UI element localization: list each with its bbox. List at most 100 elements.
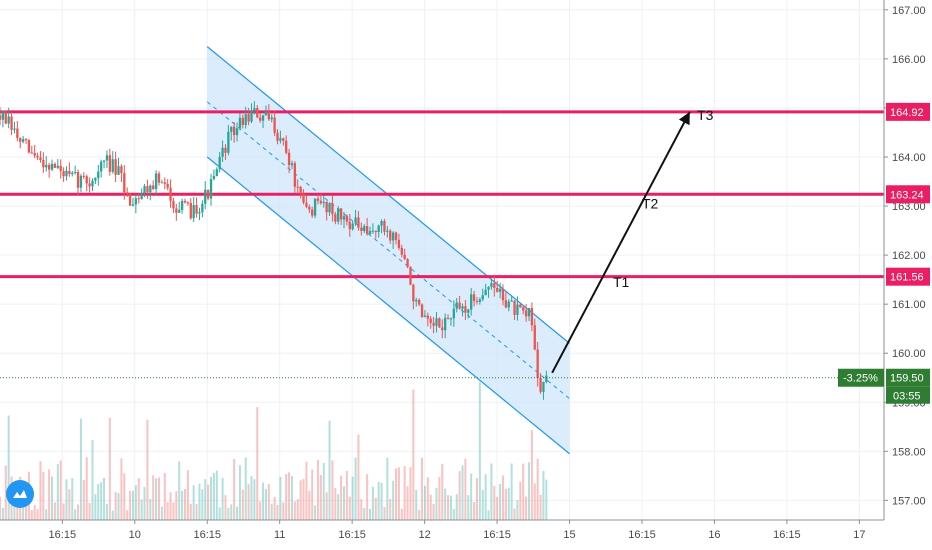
price-tick-label: 157.00 — [892, 495, 926, 507]
price-tick-label: 158.00 — [892, 446, 926, 458]
volume-bar — [481, 489, 484, 520]
candle-body — [406, 259, 409, 267]
volume-bar — [270, 503, 273, 520]
candle-body — [88, 183, 91, 187]
volume-bar — [120, 458, 123, 520]
candle-body — [498, 288, 502, 292]
time-tick-label: 16 — [708, 529, 720, 541]
candle-body — [319, 200, 323, 204]
volume-bar — [285, 474, 288, 520]
candle-body — [143, 186, 146, 194]
candle-body — [287, 152, 291, 166]
candle-body — [128, 193, 132, 206]
volume-bar — [447, 495, 450, 520]
candle-body — [218, 156, 221, 170]
volume-bar — [134, 485, 137, 520]
volume-bar — [108, 417, 111, 520]
candle-body — [212, 175, 216, 180]
volume-bar — [519, 481, 522, 520]
candle-body — [65, 170, 68, 177]
candle-body — [204, 189, 207, 204]
channel-lower-line[interactable] — [206, 156, 570, 455]
volume-bar — [288, 472, 291, 520]
volume-bar — [400, 508, 403, 520]
candle-body — [27, 140, 31, 153]
volume-bar — [421, 457, 424, 520]
volume-bar — [250, 476, 253, 520]
volume-bar — [155, 478, 158, 520]
candle-body — [490, 283, 493, 287]
candle-body — [16, 128, 19, 139]
arrow-head — [678, 111, 690, 126]
candle-body — [59, 165, 62, 171]
volume-bar — [516, 500, 519, 520]
candle-body — [134, 198, 138, 205]
candle-body — [163, 182, 166, 184]
volume-bar — [342, 486, 346, 520]
candle-body — [409, 266, 412, 285]
volume-bar — [178, 461, 181, 520]
volume-bar — [325, 492, 328, 520]
volume-bar — [383, 506, 386, 520]
candle-body — [166, 183, 169, 188]
candle-body — [348, 221, 351, 230]
volume-bar — [334, 488, 337, 520]
time-tick-label: 11 — [274, 529, 285, 541]
candle-body — [394, 232, 398, 240]
volume-bar — [484, 474, 487, 520]
countdown-badge: 03:55 — [893, 391, 921, 403]
candle-body — [513, 300, 516, 315]
candle-body — [85, 176, 88, 184]
volume-bar — [88, 502, 91, 520]
candle-body — [105, 155, 109, 161]
time-axis[interactable]: 16:15 10 16:15 11 16:15 12 16:15 15 16:15 16 16:15… — [49, 520, 866, 541]
candle-body — [279, 138, 282, 141]
volume-bar — [53, 502, 56, 520]
candle-body — [215, 169, 218, 176]
candle-body — [325, 201, 328, 213]
candle-body — [328, 203, 331, 213]
tradingview-logo-icon[interactable] — [6, 480, 34, 508]
candle-body — [131, 204, 135, 206]
candle-body — [56, 165, 59, 168]
volume-bar — [525, 496, 528, 520]
time-tick-label: 12 — [418, 529, 430, 541]
volume-bar — [71, 478, 74, 520]
volume-bar — [51, 476, 54, 520]
arrow-shaft — [551, 111, 691, 374]
volume-bar — [412, 389, 415, 520]
candle-body — [45, 164, 48, 168]
projection-arrow[interactable] — [551, 111, 691, 374]
candle-body — [10, 116, 13, 130]
last-price-badge-bg — [886, 368, 930, 387]
volume-bar — [215, 470, 218, 520]
candle-body — [545, 375, 548, 382]
candle-body — [507, 301, 510, 308]
volume-bar — [0, 496, 2, 520]
volume-bar — [464, 458, 467, 520]
candle-body — [120, 166, 123, 174]
volume-bar — [536, 458, 539, 520]
volume-bar — [467, 495, 470, 520]
candle-body — [137, 198, 140, 200]
candle-body — [169, 187, 172, 201]
price-tick-label: 160.00 — [892, 348, 926, 360]
volume-bar — [545, 479, 548, 520]
price-axis[interactable]: 157.00158.00159.00160.00161.00162.00163.… — [884, 5, 926, 508]
candle-body — [467, 309, 470, 313]
volume-bar — [499, 484, 502, 520]
candle-body — [475, 301, 479, 303]
candle-body — [337, 208, 340, 222]
volume-bar — [395, 468, 398, 520]
volume-bar — [224, 495, 227, 520]
candle-body — [481, 295, 484, 300]
candle-body — [308, 206, 311, 210]
candle-body — [464, 306, 467, 313]
volume-bar — [4, 465, 7, 520]
volume-bar — [319, 474, 322, 520]
change-badge-bg — [838, 368, 884, 387]
volume-bar — [143, 486, 146, 520]
volume-bar — [510, 463, 513, 520]
volume-bar — [490, 463, 493, 520]
